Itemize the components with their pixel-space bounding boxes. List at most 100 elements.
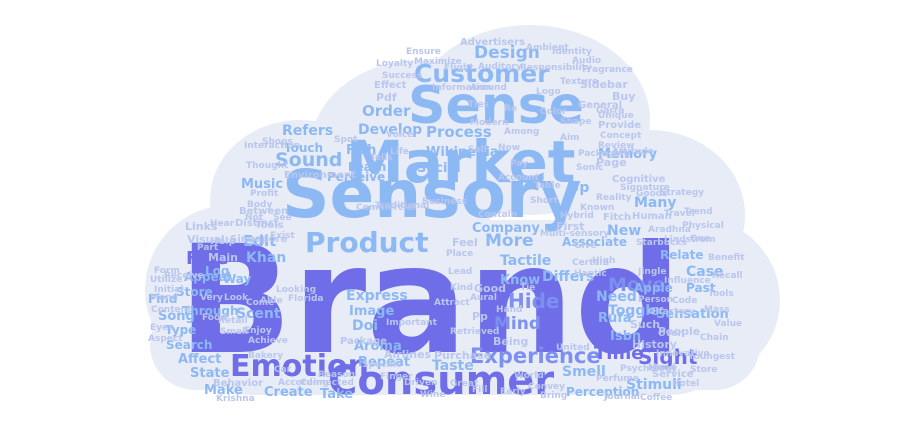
word-repeat: Repeat [358,355,410,370]
word-tie: Tie [520,283,535,293]
word-hybrid: Hybrid [560,211,594,221]
word-perceive: Perceive [327,170,385,184]
word-coffee: Coffee [640,393,672,403]
word-market: Market [346,128,576,196]
word-now: Now [498,143,520,153]
word-food: Food [202,313,227,323]
word-over: Over [658,329,683,339]
word-retail: Retail [218,316,248,326]
word-united: United [556,343,590,353]
word-table: Table [534,181,561,191]
word-isbn: Isbn [610,329,641,344]
word-signature: Signature [620,183,670,193]
word-tells: Tells [370,153,393,163]
word-purchase: Purchase [434,349,491,362]
word-known: Known [580,203,614,213]
word-travel: Travel [664,209,695,219]
word-florida: Florida [288,294,323,304]
word-pdf: Pdf [376,91,397,104]
word-toggle: Toggle [608,303,660,319]
word-eyes: Eyes [150,323,173,333]
word-goods: Goods [636,189,668,199]
word-bring: Bring [540,391,567,401]
word-part: Part [197,243,219,253]
word-develop: Develop [358,122,422,138]
word-concept: Concept [600,131,642,141]
word-packaging: Packaging [578,149,630,159]
word-attract: Attract [434,298,470,308]
word-image: Image [349,304,394,319]
word-consumer: Consumer [328,358,554,404]
word-people: People [658,325,700,338]
word-around: Around [470,83,507,93]
word-sound: Sound [275,149,342,171]
word-many: Many [634,195,676,211]
word-retrieved: Retrieved [450,327,499,337]
word-more: More [485,231,534,251]
word-menu: Menu [150,293,178,303]
word-audio: Audio [572,56,601,66]
word-world: World [514,371,544,381]
word-links: Links [185,220,218,233]
word-maximize: Maximize [414,57,462,67]
word-able: Able [260,296,283,306]
word-re: Re [504,104,517,114]
word-aural: Aural [470,293,497,303]
word-being: Being [493,335,528,348]
word-human: Human [632,211,672,222]
word-psychology: Psychology [620,364,677,374]
word-design: Design [474,43,540,63]
word-associate: Associate [562,235,627,249]
word-affect: Affect [178,352,221,367]
word-hide: Hide [508,289,559,313]
word-need: Need [596,289,637,305]
word-ensure: Ensure [406,47,441,57]
word-attitude: Attitude [612,147,654,157]
word-receive: Receive [164,271,204,281]
word-find: Find [148,292,177,306]
word-move: Move [608,274,665,296]
word-driven: Driven [404,378,437,388]
word-garra: Garra [596,106,624,116]
word-know: Know [500,273,540,288]
word-not: Not [245,213,264,223]
word-jingle: Jingle [637,267,666,277]
word-new: New [607,223,641,239]
word-voice: Voice [386,130,413,140]
word-responsibility: Responsibility [520,63,592,73]
word-flight: Flight [444,63,474,73]
word-process: Process [426,123,492,141]
word-look: Look [224,293,249,303]
word-cognitive: Cognitive [612,174,666,185]
word-thought: Thought [246,161,289,171]
word-aroma: Aroma [354,339,402,354]
word-experience: Experience [470,344,601,368]
word-package: Package [340,336,387,347]
word-create: Create [264,385,313,400]
word-modern: Modern [470,118,509,128]
word-khan: Khan [246,250,286,266]
word-effect: Effect [374,80,407,91]
word-ties: Ties [468,100,489,110]
word-buy: Buy [612,90,635,103]
word-traditional: Traditional [375,201,429,211]
word-logo: Logo [536,87,561,97]
word-texture: Texture [560,77,598,87]
word-person: Person [638,295,673,305]
word-fitch: Fitch [603,212,631,223]
word-through: Through [182,304,239,318]
word-recall: Recall [712,271,743,281]
word-aim: Aim [560,133,579,143]
word-provide: Provide [598,120,641,131]
word-spot: Spot [334,135,358,145]
word-commercial: Commercial [356,203,416,213]
word-stimuli: Stimuli [626,377,682,393]
word-refers: Refers [282,123,333,139]
word-looking: Looking [276,285,316,295]
word-way: Way [223,272,252,286]
word-sight: Sight [638,345,698,369]
word-learn: Learn [348,160,386,174]
word-search: Search [166,338,212,352]
word-youngest: Youngest [687,352,736,362]
